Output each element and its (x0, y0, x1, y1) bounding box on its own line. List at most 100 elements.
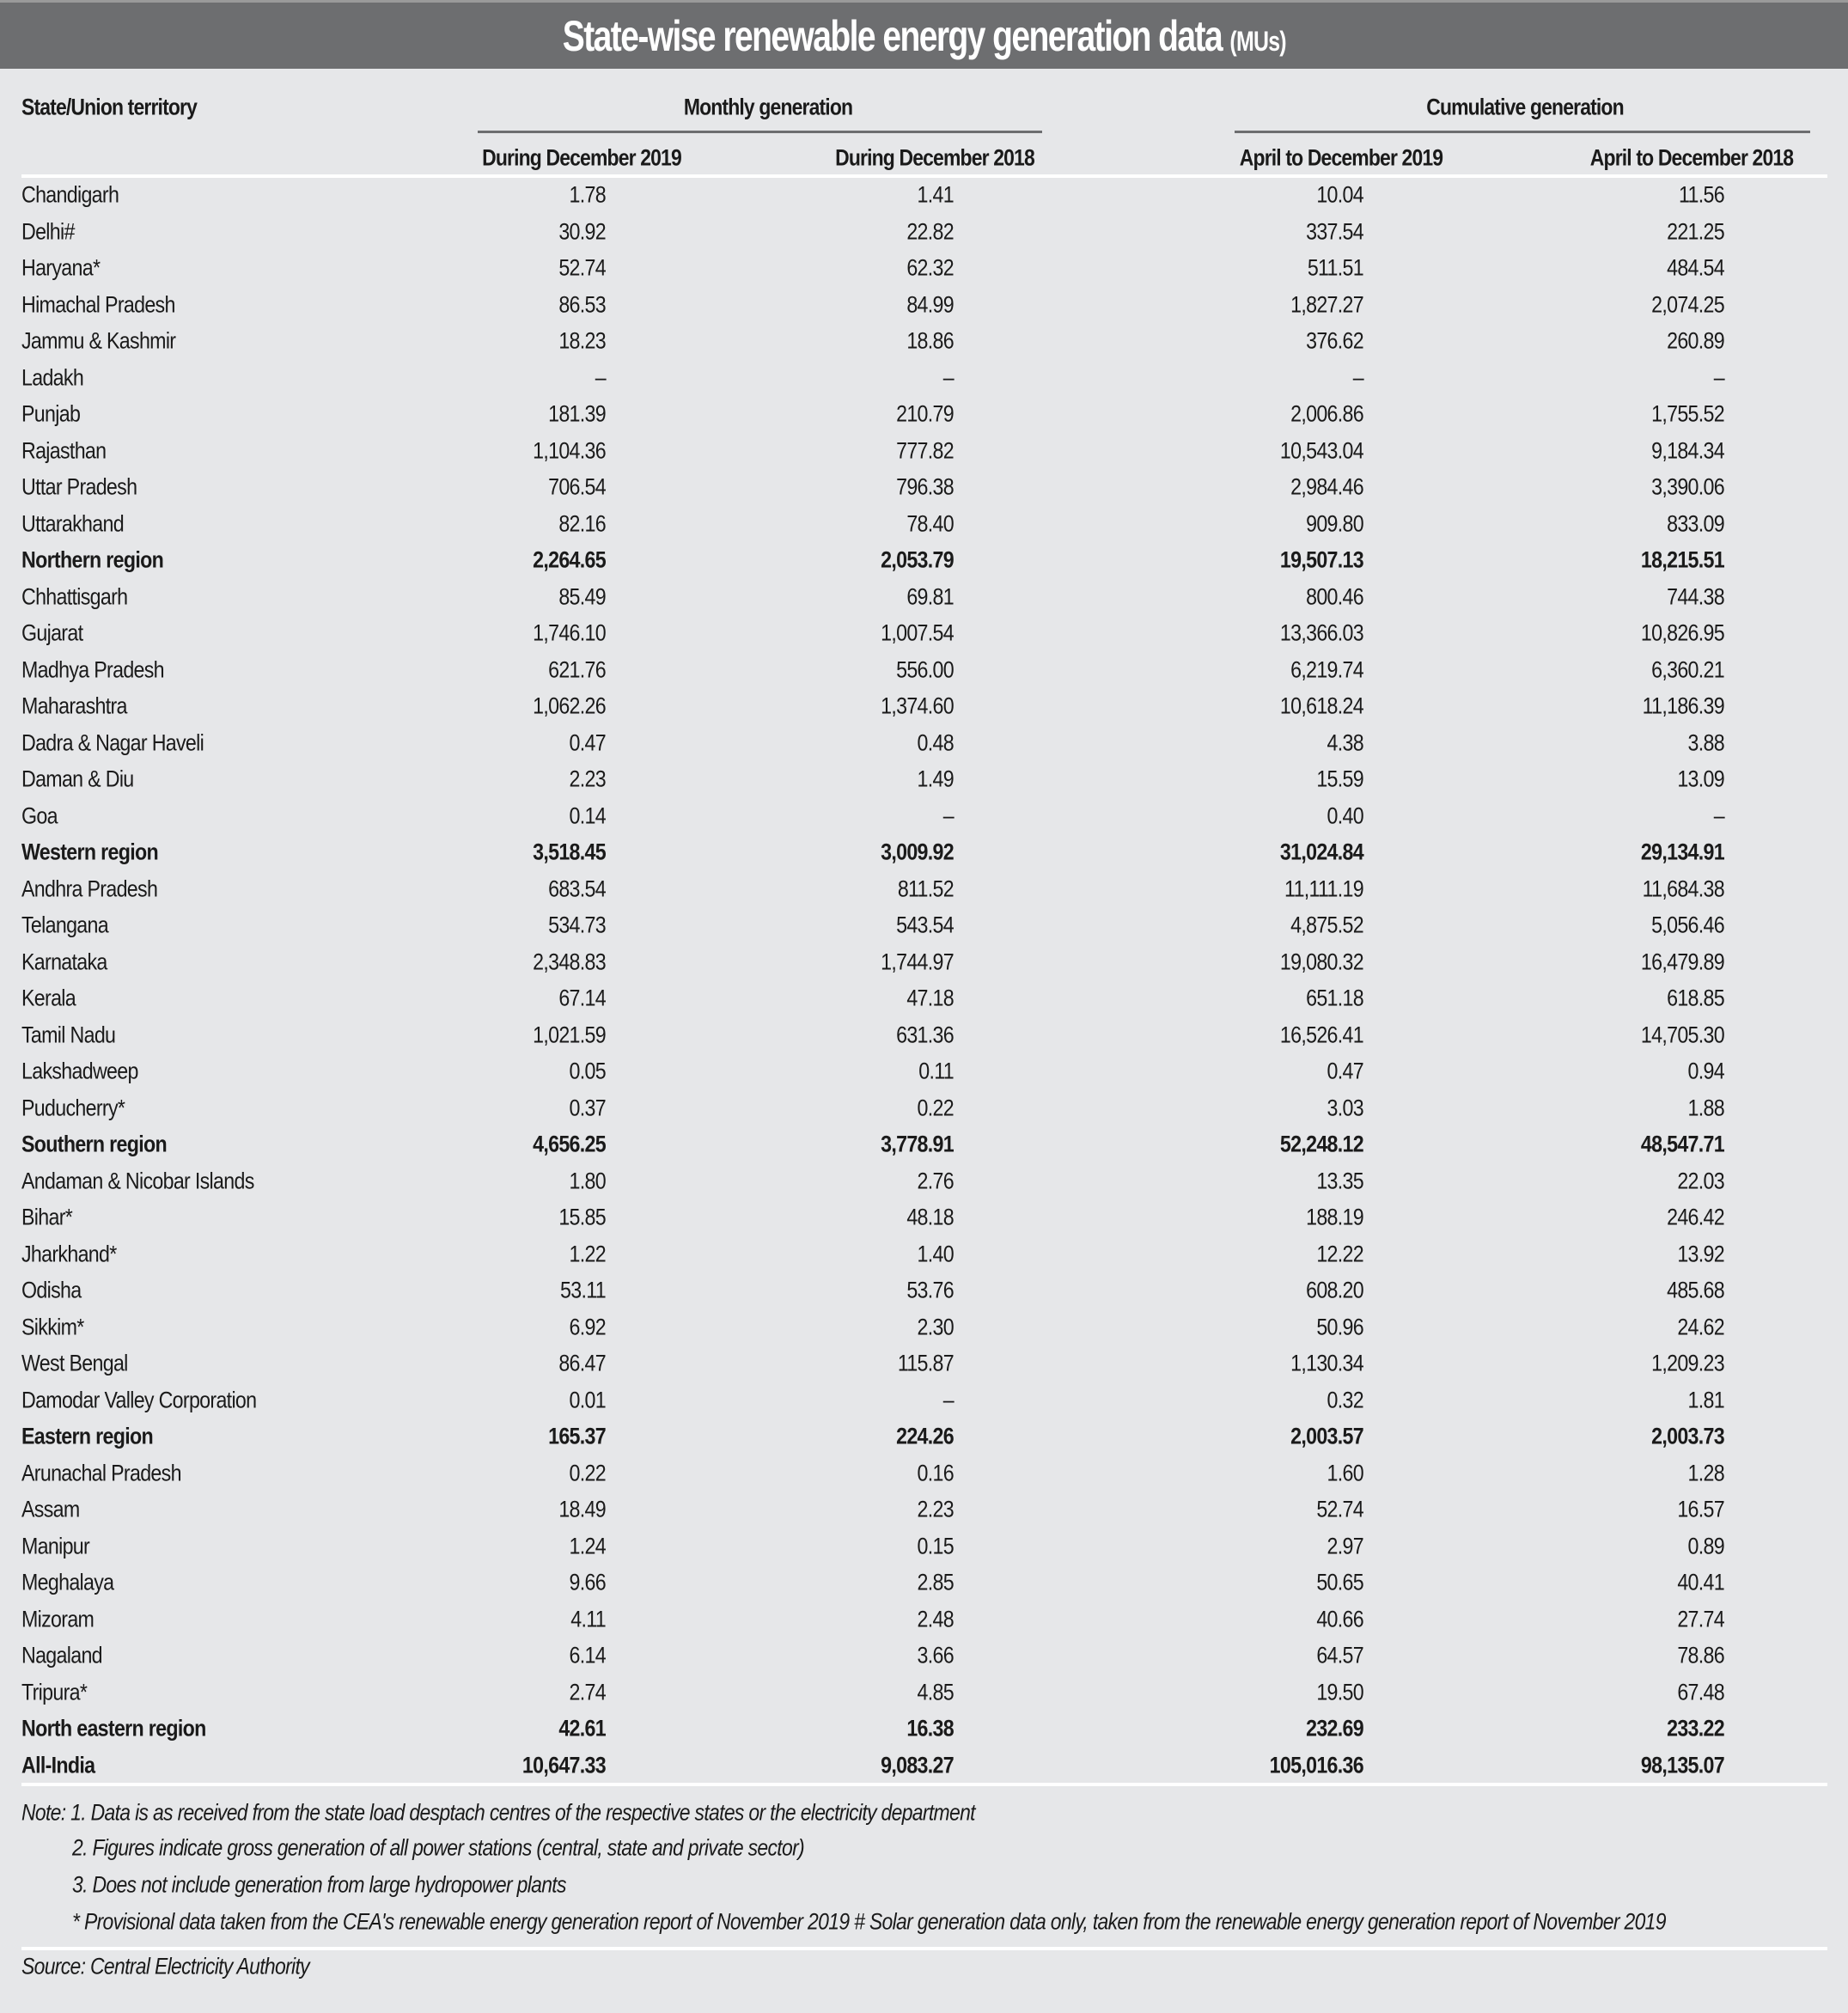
table-cell: 744.38 (1667, 583, 1725, 609)
table-cell: 777.82 (896, 437, 954, 463)
table-cell: 15.59 (1316, 766, 1363, 792)
table-cell: 4.11 (570, 1606, 606, 1632)
table-cell: 78.86 (1677, 1642, 1724, 1668)
row-label: Telangana (21, 912, 109, 938)
table-cell: 1,746.10 (533, 619, 607, 646)
table-cell: 608.20 (1306, 1277, 1364, 1303)
row-label: Ladakh (21, 364, 84, 390)
table-cell: 19,507.13 (1279, 546, 1364, 573)
table-cell: 1.40 (917, 1241, 954, 1266)
table-cell: 11,111.19 (1284, 875, 1364, 901)
table-cell: 10.04 (1316, 181, 1363, 208)
table-cell: 0.14 (569, 802, 607, 828)
row-label: Maharashtra (21, 692, 127, 719)
table-cell: – (1713, 364, 1725, 390)
table-cell: 82.16 (558, 510, 606, 536)
table-cell: 48,547.71 (1640, 1131, 1725, 1157)
table-cell: – (942, 364, 954, 390)
table-cell: 4.38 (1327, 729, 1364, 755)
table-cell: 2,348.83 (533, 949, 607, 974)
table-cell: 52.74 (1316, 1496, 1363, 1522)
table-cell: 1.60 (1327, 1460, 1364, 1485)
row-label: Punjab (21, 400, 81, 427)
table-cell: 0.05 (569, 1058, 607, 1084)
table-cell: 800.46 (1306, 583, 1364, 609)
row-label: All-India (21, 1752, 95, 1778)
table-cell: 16.57 (1677, 1496, 1724, 1522)
title-bar: State-wise renewable energy generation d… (0, 0, 1848, 69)
table-cell: 2.74 (569, 1679, 607, 1705)
table-cell: 12.22 (1316, 1241, 1363, 1266)
table-cell: 2,053.79 (881, 546, 954, 573)
table-cell: 4.85 (917, 1679, 954, 1705)
table-cell: 13.09 (1677, 766, 1724, 792)
row-label: Assam (21, 1496, 80, 1522)
table-cell: 1,209.23 (1651, 1350, 1725, 1376)
table-cell: 221.25 (1667, 218, 1725, 244)
table-cell: 115.87 (897, 1350, 954, 1376)
row-label: Gujarat (21, 619, 83, 646)
table-cell: – (942, 1387, 954, 1412)
table-cell: 84.99 (906, 291, 954, 317)
row-label: Chhattisgarh (21, 583, 128, 609)
table-cell: 3.88 (1687, 729, 1725, 755)
header-state: State/Union territory (21, 94, 198, 120)
table-cell: 0.47 (569, 729, 607, 755)
table-cell: 0.37 (569, 1095, 607, 1120)
table-cell: 1.22 (569, 1241, 607, 1266)
table-cell: 2.23 (917, 1496, 954, 1522)
table-cell: 1.28 (1687, 1460, 1725, 1485)
source: Source: Central Electricity Authority (21, 1953, 310, 1979)
table-cell: 85.49 (558, 583, 606, 609)
row-label: Daman & Diu (21, 766, 134, 792)
table-cell: 18.86 (906, 327, 954, 354)
notes-rule (21, 1947, 1827, 1950)
row-label: Odisha (21, 1277, 82, 1303)
row-label: Kerala (21, 985, 76, 1011)
table-cell: 3,390.06 (1651, 473, 1725, 500)
row-label: Chandigarh (21, 181, 119, 208)
row-label: West Bengal (21, 1350, 128, 1376)
table-cell: 19,080.32 (1279, 949, 1364, 974)
table-cell: 0.11 (918, 1058, 954, 1084)
table-cell: 651.18 (1306, 985, 1364, 1011)
table-cell: 9.66 (569, 1569, 607, 1595)
row-label: Jammu & Kashmir (21, 327, 176, 354)
table-cell: 224.26 (896, 1423, 954, 1449)
table-cell: 3,518.45 (533, 839, 607, 865)
table-cell: 6,219.74 (1290, 656, 1364, 682)
row-label: Southern region (21, 1131, 168, 1157)
table-cell: 53.76 (906, 1277, 954, 1303)
table-cell: 337.54 (1306, 218, 1364, 244)
table-bottom-rule (21, 1783, 1827, 1786)
header-dec-2018: During December 2018 (835, 144, 1035, 171)
row-label: Haryana* (21, 254, 101, 281)
row-label: Madhya Pradesh (21, 656, 165, 682)
table-cell: 13,366.03 (1279, 619, 1364, 646)
table-cell: 1,374.60 (881, 692, 954, 719)
table-cell: 833.09 (1667, 510, 1725, 536)
table-cell: 3.66 (917, 1642, 954, 1668)
title-unit: (MUs) (1229, 25, 1286, 57)
table-cell: 811.52 (897, 875, 954, 901)
table-cell: 2.30 (917, 1314, 954, 1339)
table-cell: 13.35 (1316, 1168, 1363, 1193)
table-cell: 6.14 (569, 1642, 607, 1668)
table-cell: 2.76 (917, 1168, 954, 1193)
table-cell: 10,647.33 (521, 1752, 607, 1778)
table-cell: 2.85 (917, 1569, 954, 1595)
table-cell: 181.39 (548, 400, 607, 427)
table-cell: 42.61 (558, 1715, 606, 1742)
table-cell: 22.03 (1677, 1168, 1724, 1193)
note-1: Note: 1. Data is as received from the st… (21, 1799, 976, 1826)
table-cell: 10,543.04 (1279, 437, 1364, 463)
table-cell: 10,826.95 (1640, 619, 1725, 646)
table-cell: 2.23 (569, 766, 607, 792)
row-label: Lakshadweep (21, 1058, 138, 1084)
table-cell: 260.89 (1667, 327, 1725, 354)
row-label: Tripura* (21, 1679, 88, 1705)
table-cell: 706.54 (548, 473, 607, 500)
table-cell: 556.00 (896, 656, 954, 682)
table-cell: 64.57 (1316, 1642, 1363, 1668)
table-cell: 1.80 (569, 1168, 607, 1193)
